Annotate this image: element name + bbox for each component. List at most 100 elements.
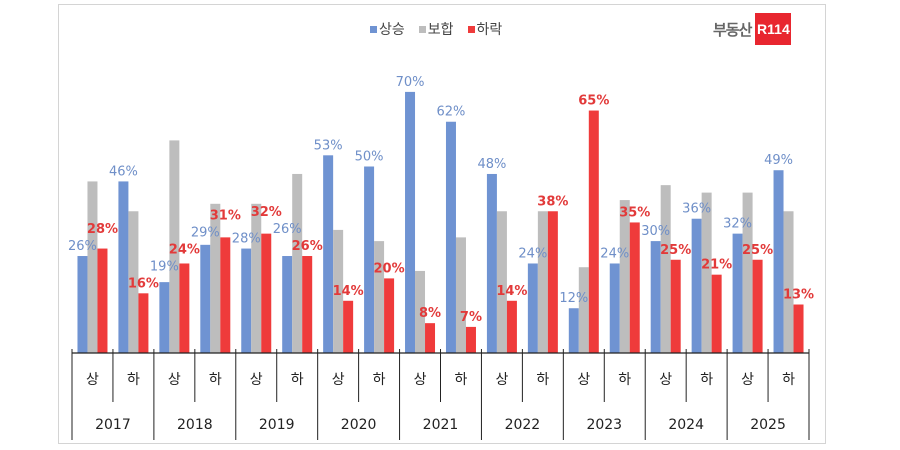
data-label: 14% <box>333 284 364 299</box>
bar-보합 <box>210 203 221 353</box>
half-tick-label: 상 <box>250 372 263 388</box>
bar-하락 <box>384 278 395 353</box>
bar-하락 <box>343 300 354 353</box>
data-label: 26% <box>292 239 323 254</box>
year-tick-label: 2022 <box>505 417 541 433</box>
bar-상승 <box>691 218 702 353</box>
logo-badge: R114 <box>755 13 792 45</box>
data-label: 26% <box>273 222 302 237</box>
bar-상승 <box>732 233 743 353</box>
data-label: 16% <box>128 276 159 291</box>
bar-상승 <box>773 170 784 353</box>
half-tick-label: 상 <box>414 372 427 388</box>
data-label: 20% <box>374 261 405 276</box>
bar-보합 <box>455 237 466 353</box>
data-label: 49% <box>764 153 793 168</box>
bar-보합 <box>128 211 139 353</box>
data-label: 24% <box>169 242 200 257</box>
legend-label: 보합 <box>427 22 454 38</box>
data-label: 12% <box>559 291 588 306</box>
legend-label: 상승 <box>379 22 405 38</box>
half-tick-label: 상 <box>168 372 181 388</box>
bar-상승 <box>445 121 456 354</box>
year-tick-label: 2025 <box>750 417 786 433</box>
logo: 부동산 R114 <box>713 13 792 45</box>
data-label: 36% <box>682 202 711 217</box>
bar-하락 <box>465 326 476 353</box>
data-label: 14% <box>496 284 527 299</box>
legend-item-up: 상승 <box>370 19 405 39</box>
bar-보합 <box>578 267 589 353</box>
data-label: 26% <box>68 239 97 254</box>
half-tick-label: 하 <box>700 372 713 388</box>
data-label: 70% <box>396 75 425 90</box>
bar-보합 <box>251 203 262 353</box>
bar-보합 <box>701 192 712 353</box>
data-label: 32% <box>251 205 282 220</box>
bar-보합 <box>415 270 426 353</box>
bar-상승 <box>405 91 416 354</box>
chart-frame <box>58 4 826 444</box>
data-label: 29% <box>191 225 220 240</box>
data-label: 21% <box>701 258 732 273</box>
data-label: 30% <box>641 224 670 239</box>
bar-하락 <box>547 211 558 353</box>
bar-상승 <box>159 282 170 353</box>
year-tick-label: 2024 <box>668 417 704 433</box>
bar-하락 <box>588 110 599 353</box>
data-label: 53% <box>314 138 343 153</box>
bar-하락 <box>138 293 149 353</box>
bar-상승 <box>323 155 334 353</box>
half-tick-label: 하 <box>373 372 386 388</box>
data-label: 25% <box>660 243 691 258</box>
half-tick-label: 상 <box>577 372 590 388</box>
bar-하락 <box>752 259 763 353</box>
bar-보합 <box>619 200 630 353</box>
half-tick-label: 상 <box>86 372 99 388</box>
bar-보합 <box>783 211 794 353</box>
half-tick-label: 하 <box>618 372 631 388</box>
bar-하락 <box>793 304 804 353</box>
legend-swatch <box>418 25 426 33</box>
data-label: 65% <box>578 94 609 109</box>
bar-보합 <box>537 211 548 353</box>
data-label: 24% <box>600 246 629 261</box>
year-tick-label: 2020 <box>341 417 377 433</box>
bar-보합 <box>374 241 385 353</box>
bar-보합 <box>660 185 671 353</box>
data-label: 48% <box>477 157 506 172</box>
data-label: 19% <box>150 259 179 274</box>
bar-보합 <box>333 229 344 353</box>
data-label: 35% <box>619 205 650 220</box>
data-label: 62% <box>437 105 466 120</box>
bar-보합 <box>87 181 98 353</box>
bar-상승 <box>568 308 579 353</box>
bar-보합 <box>169 140 180 353</box>
half-tick-label: 하 <box>291 372 304 388</box>
legend-swatch <box>370 25 377 33</box>
bar-하락 <box>425 323 436 353</box>
year-tick-label: 2023 <box>586 417 622 433</box>
half-tick-label: 하 <box>536 372 549 388</box>
half-tick-label: 하 <box>782 372 795 388</box>
half-tick-label: 하 <box>127 372 140 388</box>
bar-상승 <box>77 256 88 353</box>
half-tick-label: 상 <box>659 372 672 388</box>
bar-상승 <box>200 244 211 353</box>
data-label: 13% <box>783 288 814 303</box>
logo-text: 부동산 <box>713 20 752 39</box>
bar-보합 <box>292 173 303 353</box>
data-label: 50% <box>355 150 384 165</box>
year-tick-label: 2017 <box>95 417 131 433</box>
bar-상승 <box>282 256 293 353</box>
bar-상승 <box>527 263 538 353</box>
bar-하락 <box>179 263 190 353</box>
half-tick-label: 하 <box>209 372 222 388</box>
legend-item-flat: 보합 <box>418 19 454 39</box>
bar-하락 <box>670 259 681 353</box>
half-tick-label: 상 <box>495 372 508 388</box>
year-tick-label: 2018 <box>177 417 213 433</box>
bar-하락 <box>220 237 231 353</box>
bar-보합 <box>496 211 507 353</box>
